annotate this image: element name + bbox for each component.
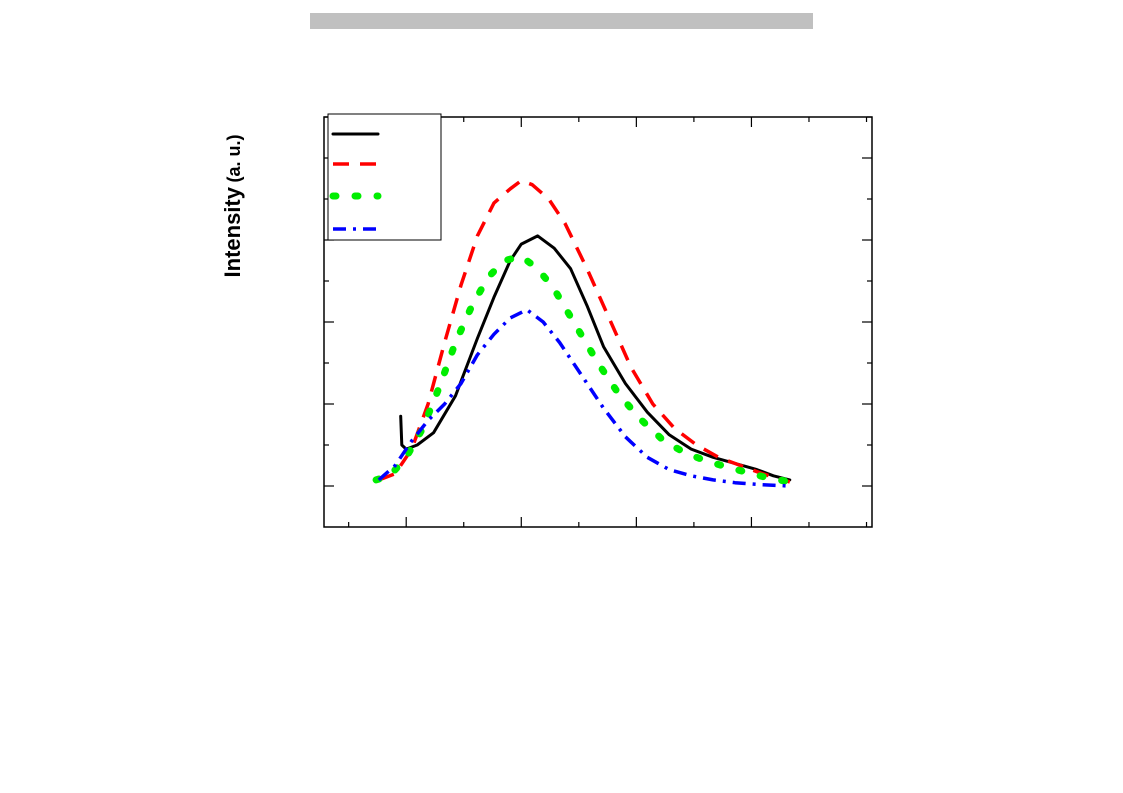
series-line-1 bbox=[399, 234, 792, 482]
legend bbox=[327, 113, 442, 241]
title-placeholder-bar bbox=[310, 13, 813, 29]
series-line-3 bbox=[372, 252, 794, 486]
series-line-4 bbox=[377, 307, 790, 488]
series-line-2 bbox=[378, 178, 791, 484]
series-layer bbox=[372, 178, 794, 488]
